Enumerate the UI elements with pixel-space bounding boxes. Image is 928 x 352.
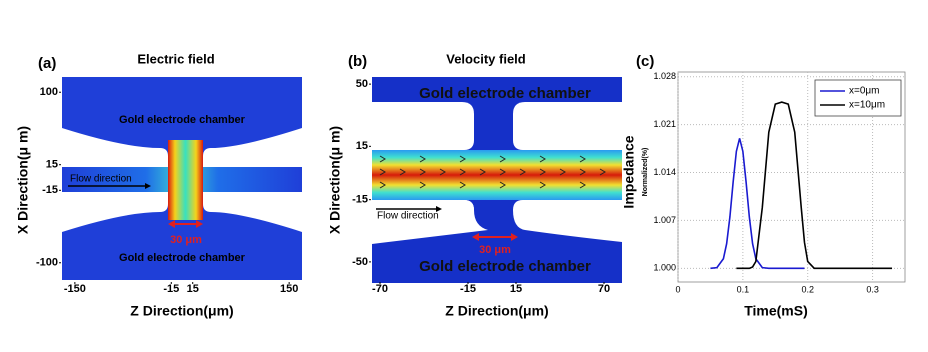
y-tick-label: -100 <box>36 257 58 269</box>
y-tick-label: 15 <box>46 159 58 171</box>
y-axis-label: Impedance <box>621 135 637 208</box>
legend-box <box>814 79 902 117</box>
annotation: 30 μm <box>170 234 202 246</box>
panel-title: Electric field <box>137 51 214 66</box>
annotation: Flow direction <box>377 211 439 222</box>
field-image-b <box>372 77 622 283</box>
y-tick-label: 1.007 <box>653 215 676 225</box>
x-tick-label: 0.1 <box>737 284 750 294</box>
line-series <box>710 138 805 270</box>
x-tick-label: 0 <box>675 284 680 294</box>
x-tick-label: 150 <box>280 283 298 295</box>
x-axis-label: Z Direction(μm) <box>445 303 548 319</box>
annotation: Gold electrode chamber <box>419 85 591 102</box>
annotation: Gold electrode chamber <box>119 114 246 126</box>
y-axis-label: X Direction(μ m) <box>15 126 31 234</box>
field-image-a <box>62 77 302 280</box>
y-tick-label: -15 <box>352 194 368 206</box>
panel-label: (c) <box>636 53 654 70</box>
legend-label: x=0μm <box>849 86 880 97</box>
annotation: Gold electrode chamber <box>119 252 246 264</box>
x-tick-label: -15 <box>163 283 179 295</box>
panel-label: (b) <box>348 53 367 70</box>
x-tick-label: 15 <box>187 283 199 295</box>
legend-label: x=10μm <box>849 100 885 111</box>
y-tick-label: 1.000 <box>653 263 676 273</box>
y-axis-note: Normalized(%) <box>642 148 649 197</box>
y-tick-label: -50 <box>352 256 368 268</box>
x-tick-label: -15 <box>460 283 476 295</box>
y-tick-label: 50 <box>356 78 368 90</box>
annotation: Flow direction <box>70 174 132 185</box>
panel-label: (a) <box>38 55 56 72</box>
y-tick-label: 1.021 <box>653 119 676 129</box>
y-tick-label: 100 <box>40 86 58 98</box>
annotation: Gold electrode chamber <box>419 258 591 275</box>
x-tick-label: 0.2 <box>801 284 814 294</box>
x-tick-label: 15 <box>510 283 522 295</box>
x-tick-label: 0.3 <box>866 284 879 294</box>
line-series <box>736 101 893 270</box>
y-tick-label: -15 <box>42 184 58 196</box>
x-tick-label: 70 <box>598 283 610 295</box>
x-axis-label: Z Direction(μm) <box>130 303 233 319</box>
x-axis-label: Time(mS) <box>744 303 808 319</box>
x-tick-label: -70 <box>372 283 388 295</box>
y-tick-label: 1.028 <box>653 71 676 81</box>
y-tick-label: 1.014 <box>653 167 676 177</box>
annotation: 30 μm <box>479 244 511 256</box>
panel-title: Velocity field <box>446 51 526 66</box>
y-tick-label: 15 <box>356 140 368 152</box>
x-tick-label: -150 <box>64 283 86 295</box>
y-axis-label: X Direction(μ m) <box>327 126 343 234</box>
